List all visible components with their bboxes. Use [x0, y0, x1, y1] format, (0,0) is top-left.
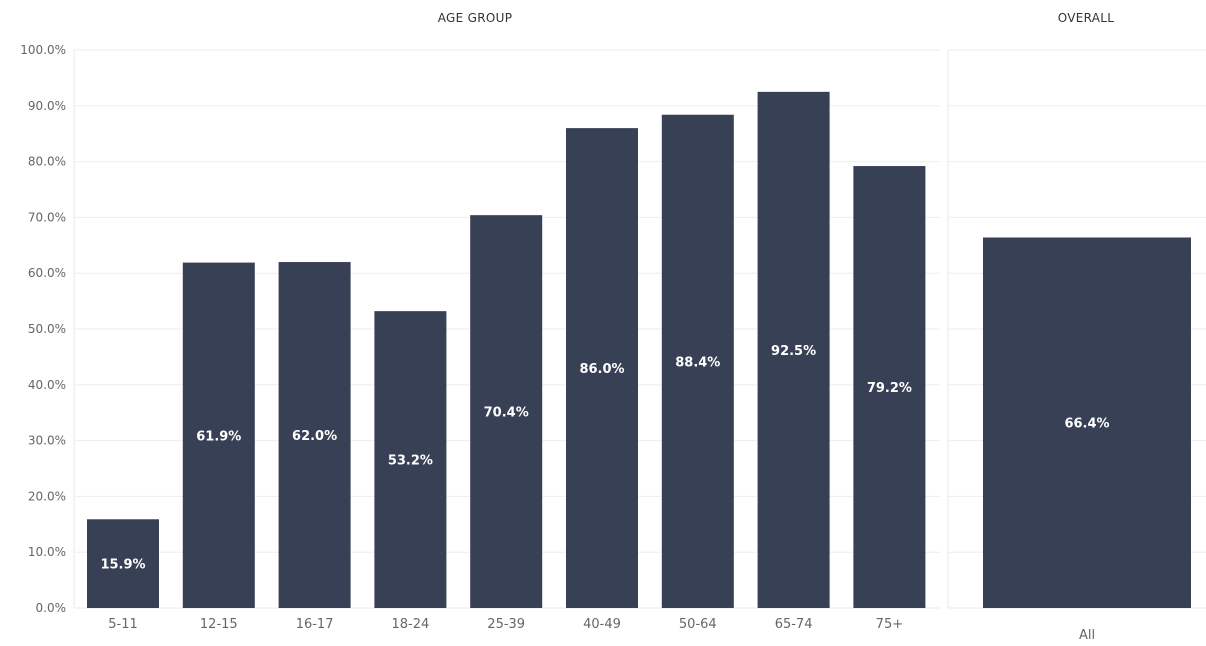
- data-label: 79.2%: [867, 381, 912, 396]
- bar: [470, 215, 543, 608]
- y-tick-label: 20.0%: [28, 489, 66, 503]
- bar: [853, 166, 926, 608]
- bar: [278, 262, 351, 608]
- category-label: 40-49: [583, 617, 621, 632]
- y-tick-label: 100.0%: [20, 43, 66, 57]
- y-tick-label: 60.0%: [28, 266, 66, 280]
- data-label: 88.4%: [675, 355, 720, 370]
- bar: [87, 519, 159, 608]
- data-label: 62.0%: [292, 429, 337, 444]
- data-label: 92.5%: [771, 344, 816, 359]
- category-label: 18-24: [392, 617, 430, 632]
- data-label: 53.2%: [388, 454, 433, 469]
- data-label: 66.4%: [1064, 417, 1109, 432]
- category-label: 65-74: [775, 617, 813, 632]
- category-label: 5-11: [108, 617, 138, 632]
- y-tick-label: 50.0%: [28, 322, 66, 336]
- data-label: 61.9%: [196, 429, 241, 444]
- category-label: 16-17: [296, 617, 334, 632]
- category-label: 75+: [876, 617, 903, 632]
- bar: [182, 262, 255, 608]
- bar: [374, 311, 447, 608]
- panel-header: OVERALL: [1058, 11, 1115, 25]
- bar: [757, 91, 830, 609]
- category-label: 12-15: [200, 617, 238, 632]
- data-label: 70.4%: [484, 406, 529, 421]
- y-tick-label: 30.0%: [28, 434, 66, 448]
- bar: [983, 237, 1191, 608]
- y-tick-label: 80.0%: [28, 155, 66, 169]
- y-tick-label: 40.0%: [28, 378, 66, 392]
- y-tick-label: 0.0%: [36, 601, 67, 615]
- category-label: All: [1079, 628, 1095, 643]
- data-label: 86.0%: [579, 362, 624, 377]
- bar: [566, 128, 638, 608]
- data-label: 15.9%: [100, 558, 145, 573]
- category-label: 25-39: [487, 617, 525, 632]
- category-label: 50-64: [679, 617, 717, 632]
- y-tick-label: 70.0%: [28, 210, 66, 224]
- y-tick-label: 90.0%: [28, 99, 66, 113]
- panel-header: AGE GROUP: [438, 11, 513, 25]
- y-tick-label: 10.0%: [28, 545, 66, 559]
- bar: [661, 114, 734, 608]
